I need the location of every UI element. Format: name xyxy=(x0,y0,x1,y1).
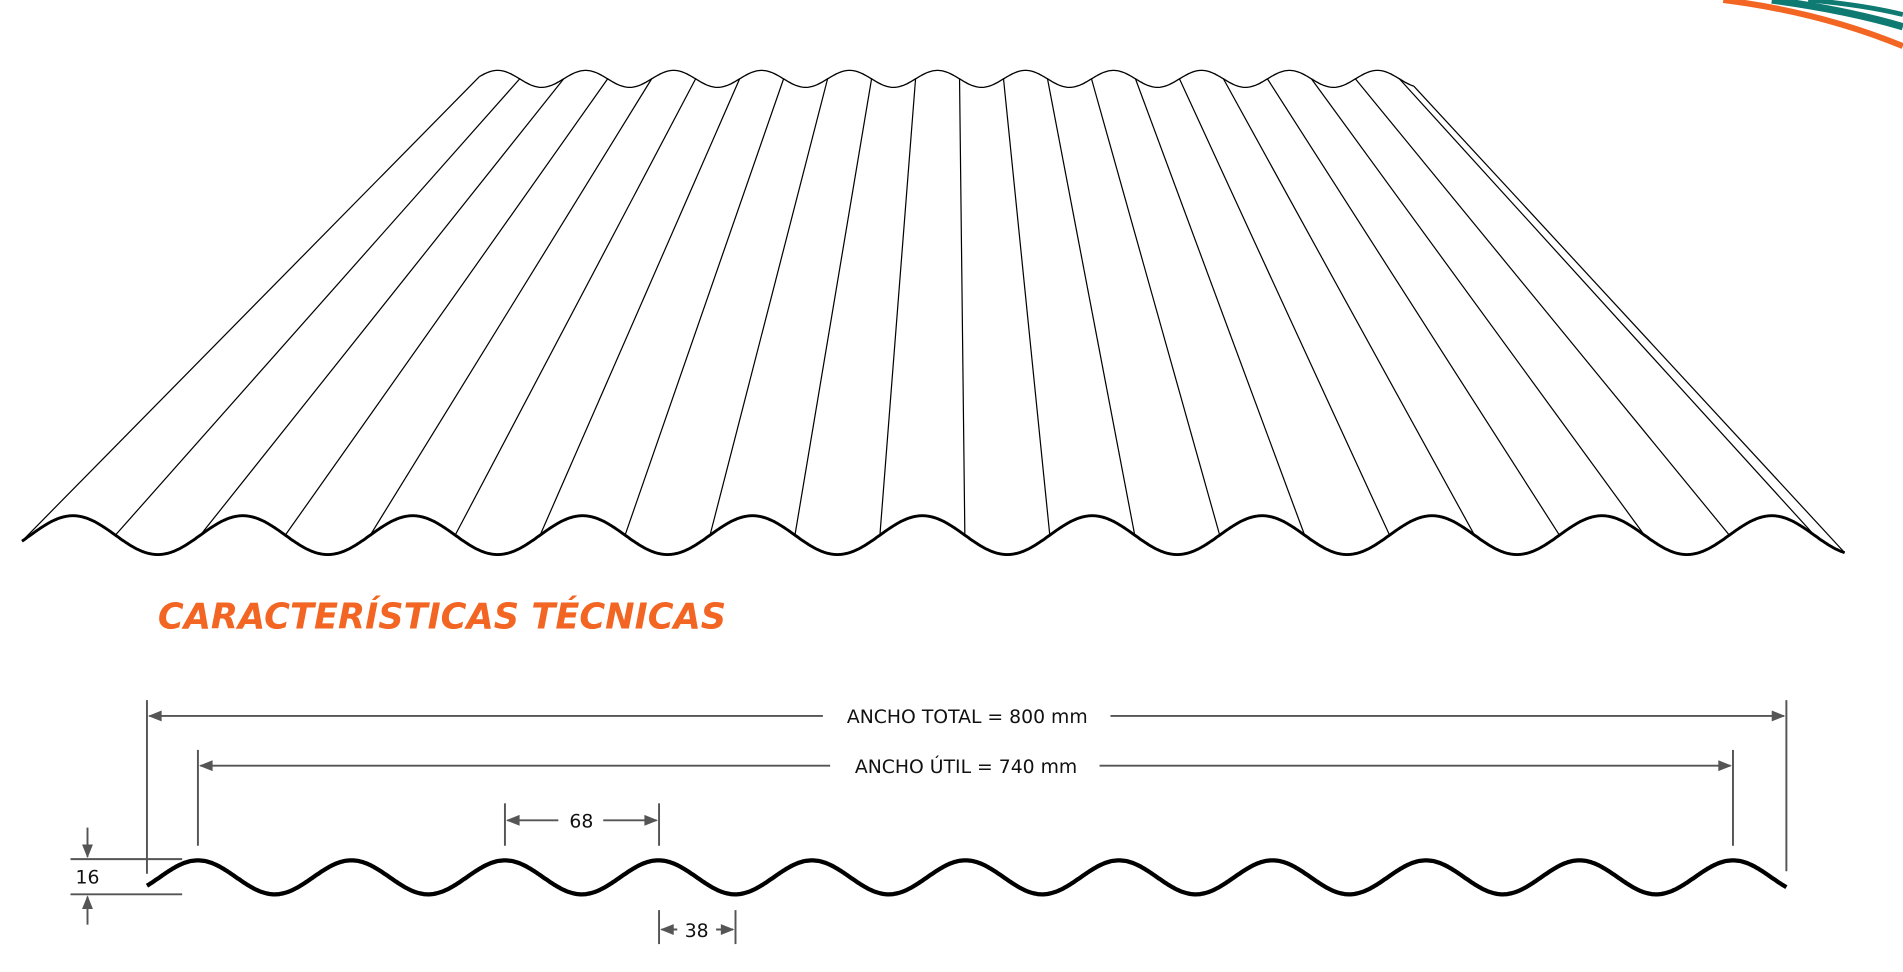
valley-label: 38 xyxy=(685,921,709,942)
section-title: CARACTERÍSTICAS TÉCNICAS xyxy=(158,596,726,638)
corrugation-line xyxy=(1266,78,1560,536)
corrugation-line xyxy=(539,78,741,536)
corrugation-line xyxy=(1046,78,1136,536)
sheet-right-edge xyxy=(1413,85,1846,554)
brand-logo-stripes xyxy=(1722,0,1903,49)
dimension-valley xyxy=(658,910,737,945)
sheet-left-edge xyxy=(21,76,480,542)
sheet-back-edge xyxy=(479,69,1415,89)
corrugation-line xyxy=(1222,78,1476,536)
corrugation-line xyxy=(1310,78,1645,536)
corrugation-line xyxy=(1134,78,1306,536)
corrugation-line xyxy=(199,78,565,536)
total-width-label: ANCHO TOTAL = 800 mm xyxy=(847,707,1088,728)
corrugation-line xyxy=(794,78,873,536)
sheet-cross-section-profile xyxy=(145,858,1788,897)
dimension-pitch xyxy=(503,803,661,846)
corrugation-line xyxy=(114,78,521,536)
corrugation-line xyxy=(879,78,917,536)
height-label: 16 xyxy=(76,867,100,888)
corrugation-line xyxy=(1002,78,1051,536)
corrugation-line xyxy=(1354,78,1730,536)
dimension-useful-width xyxy=(196,749,1734,846)
pitch-label: 68 xyxy=(569,812,593,833)
useful-width-label: ANCHO ÚTIL = 740 mm xyxy=(855,754,1077,778)
sheet-perspective-view xyxy=(21,69,1846,557)
corrugation-line xyxy=(1178,78,1391,536)
corrugation-line xyxy=(369,78,653,536)
corrugation-line xyxy=(454,78,697,536)
corrugation-line xyxy=(1398,78,1815,536)
corrugation-line xyxy=(709,78,829,536)
dimension-total-width xyxy=(145,700,1788,874)
corrugation-line xyxy=(624,78,785,536)
corrugation-line xyxy=(1090,78,1221,536)
dimension-height xyxy=(70,827,183,925)
sheet-front-edge xyxy=(21,514,1846,557)
corrugation-line xyxy=(284,78,609,536)
corrugation-line xyxy=(958,78,966,536)
